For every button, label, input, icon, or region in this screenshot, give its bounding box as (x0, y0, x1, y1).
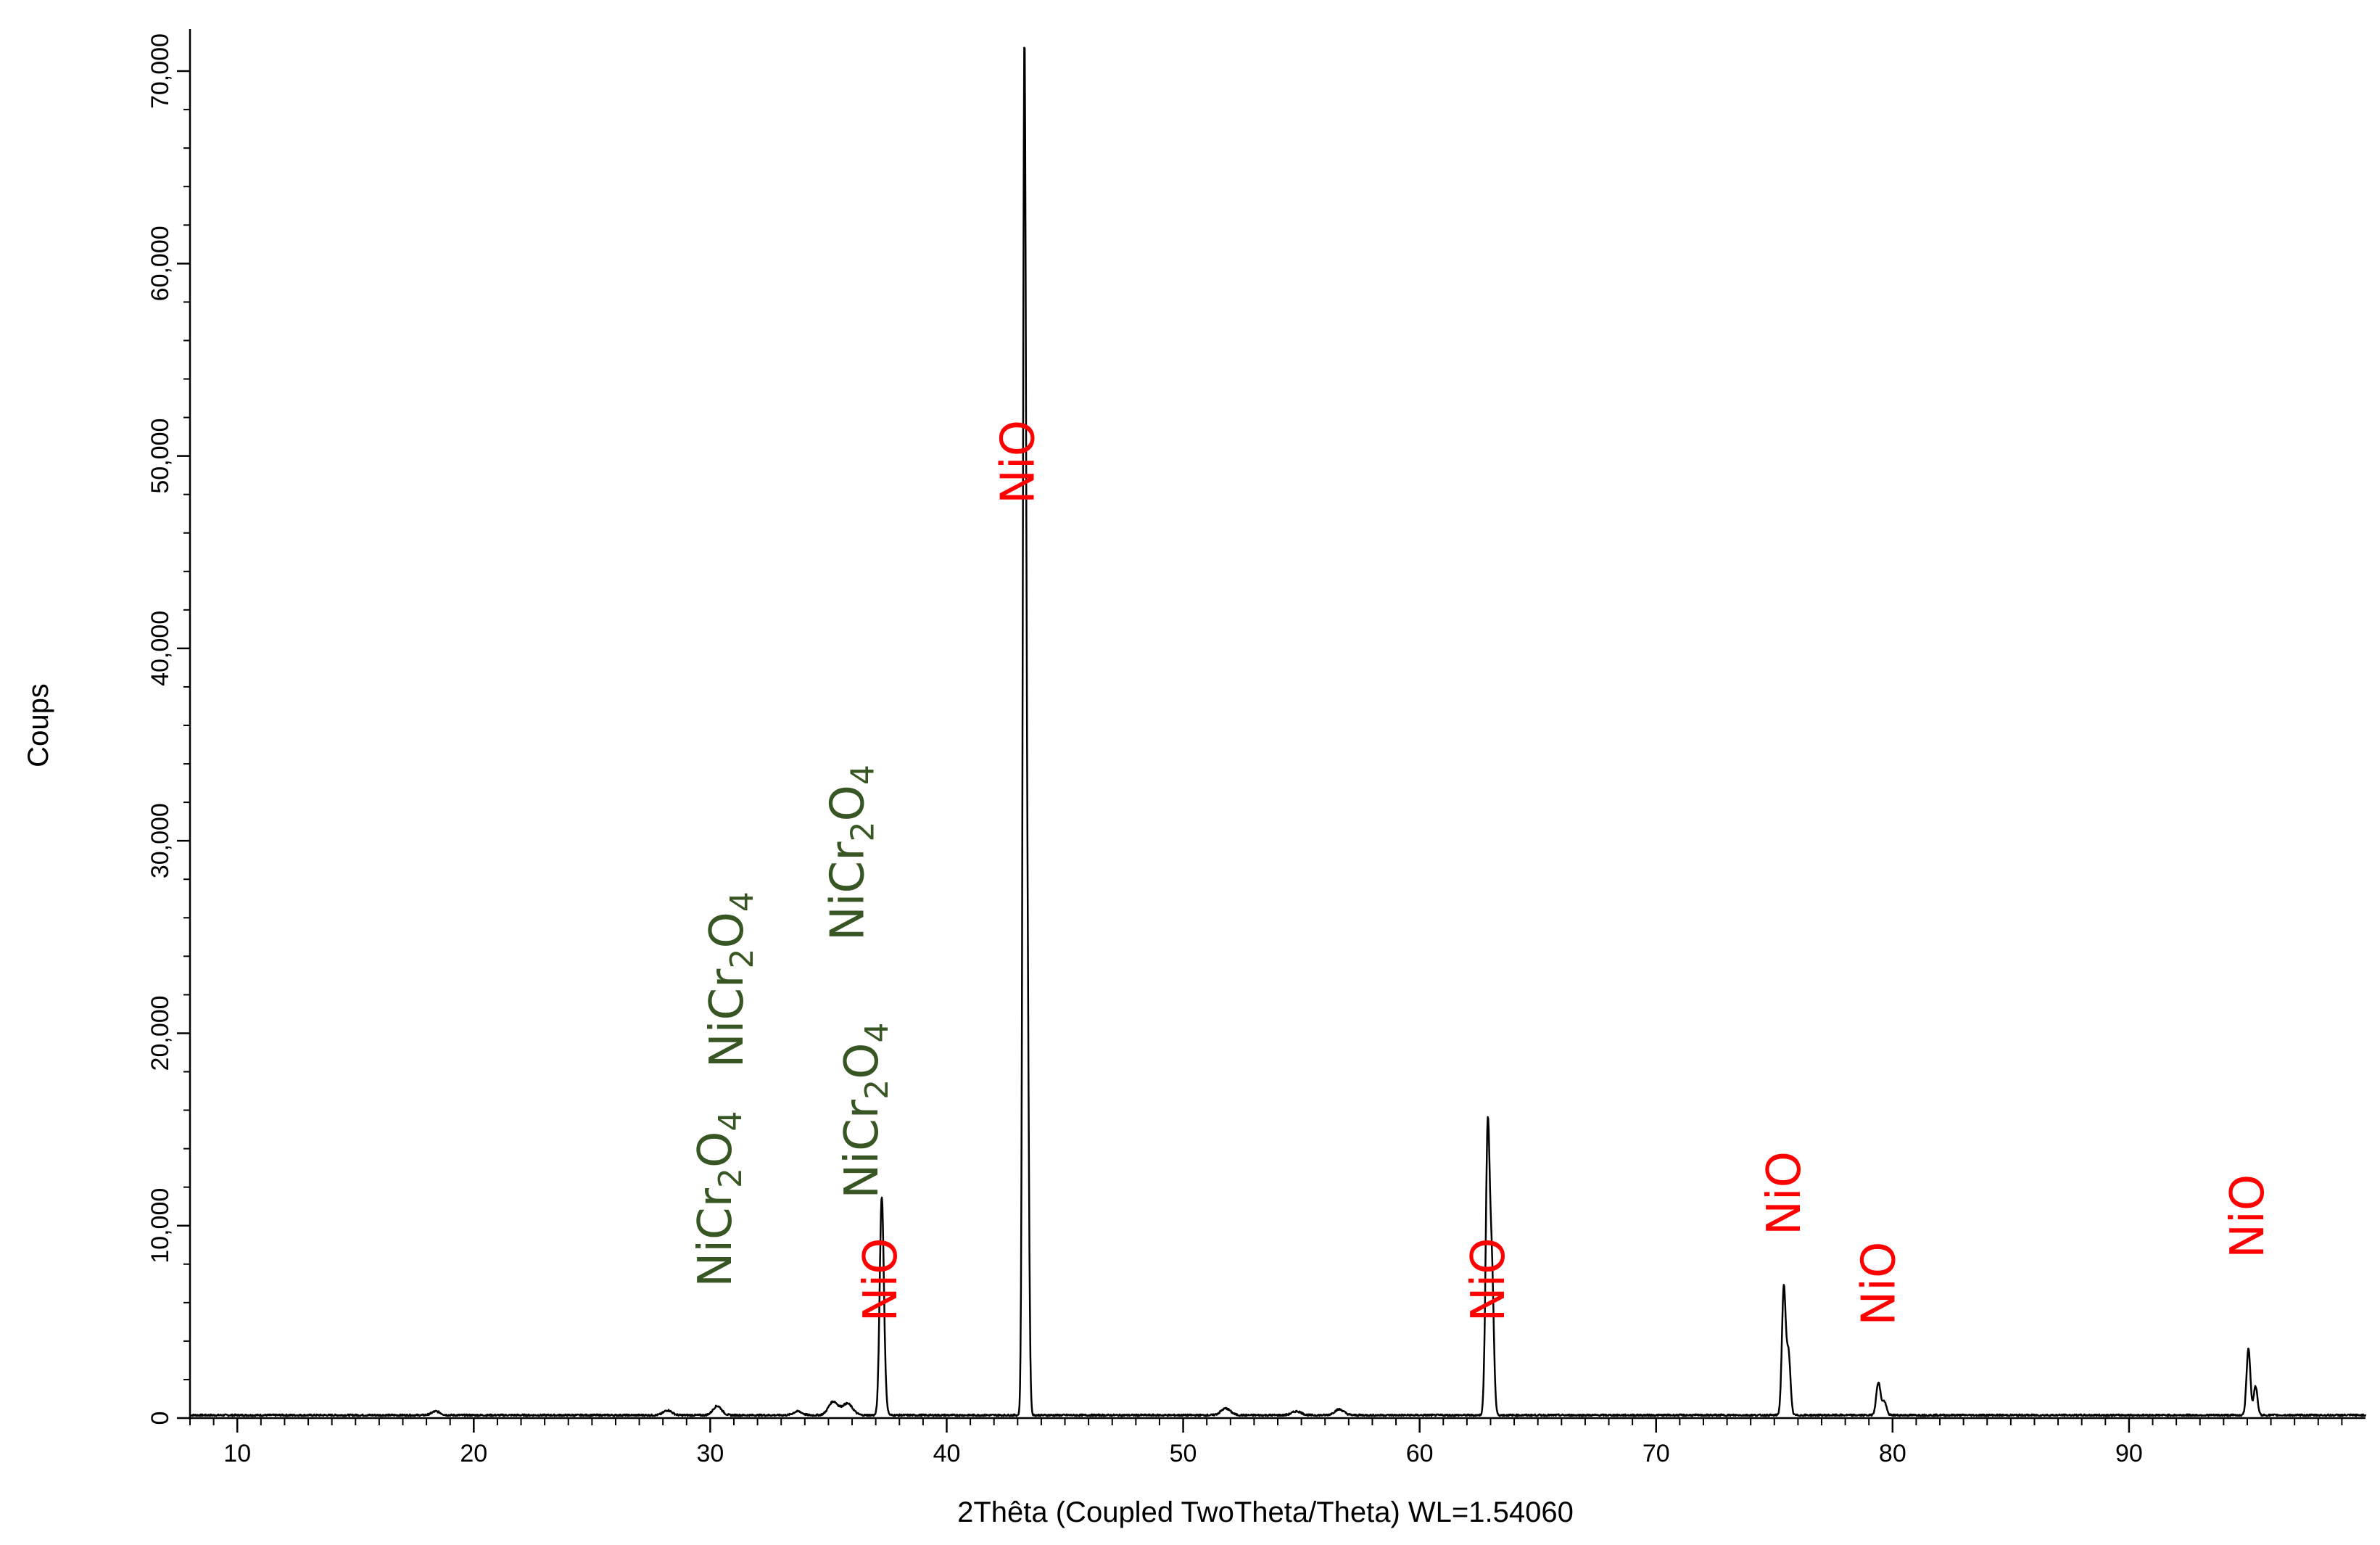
nio-peak-label: NiO (854, 1237, 908, 1322)
y-tick-label: 0 (146, 1412, 174, 1425)
y-tick-label: 20,000 (146, 995, 174, 1071)
y-tick-label: 30,000 (146, 803, 174, 878)
x-tick-label: 90 (2115, 1440, 2143, 1467)
x-tick-label: 70 (1643, 1440, 1670, 1467)
y-tick-label: 10,000 (146, 1188, 174, 1264)
x-tick-label: 60 (1406, 1440, 1434, 1467)
x-tick-label: 10 (223, 1440, 251, 1467)
y-tick-label: 40,000 (146, 611, 174, 686)
x-tick-label: 50 (1170, 1440, 1197, 1467)
annotations-group: NiO NiO NiO NiO NiO NiO NiCr2O4 NiCr2O4 NiCr2O4 N… (689, 420, 2275, 1326)
plot-frame (189, 29, 2365, 1420)
nicr2o4-peak-label: NiCr2O4 (689, 1111, 749, 1288)
x-tick-label: 40 (933, 1440, 961, 1467)
x-axis-title: 2Thêta (Coupled TwoTheta/Theta) WL=1.540… (957, 1496, 1574, 1528)
x-tick-label: 80 (1879, 1440, 1906, 1467)
y-axis-title: Coups (22, 683, 54, 767)
y-tick-label: 70,000 (146, 33, 174, 109)
nicr2o4-peak-label: NiCr2O4 (835, 1023, 896, 1199)
nio-peak-label: NiO (1852, 1242, 1906, 1326)
x-axis: 10 20 30 40 50 60 70 80 90 (189, 1418, 2343, 1467)
y-tick-label: 60,000 (146, 226, 174, 301)
x-tick-label: 20 (460, 1440, 487, 1467)
x-tick-label: 30 (696, 1440, 724, 1467)
nio-peak-label: NiO (1758, 1151, 1811, 1235)
nio-peak-label: NiO (1462, 1237, 1516, 1322)
nio-peak-label: NiO (991, 420, 1045, 504)
y-tick-label: 50,000 (146, 419, 174, 494)
series-group (189, 46, 2367, 1417)
nicr2o4-peak-label: NiCr2O4 (701, 891, 761, 1068)
y-axis: 0 10,000 20,000 30,000 40,000 50,000 60,000 70,… (146, 33, 190, 1425)
nio-peak-label: NiO (2221, 1174, 2275, 1258)
nicr2o4-peak-label: NiCr2O4 (822, 765, 882, 941)
diffraction-line (189, 46, 2367, 1417)
